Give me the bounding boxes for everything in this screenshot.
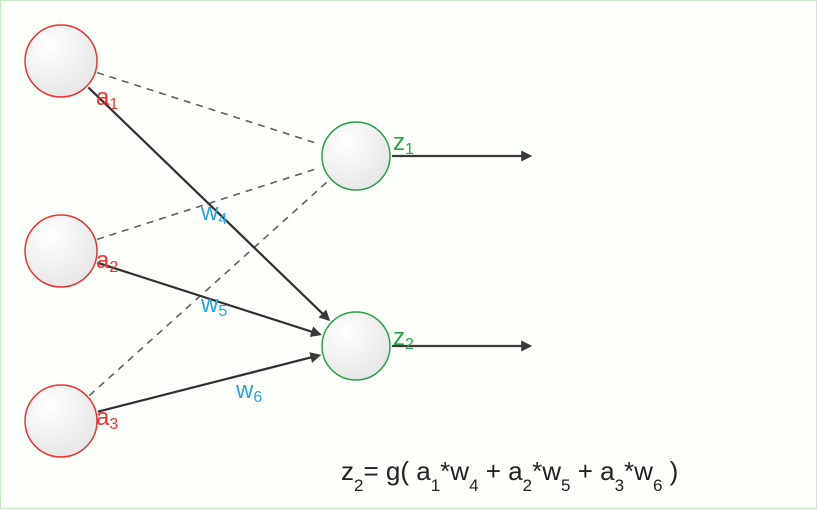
network-svg	[1, 1, 817, 510]
label-a1: a1	[96, 86, 118, 110]
label-w5: w5	[201, 293, 227, 317]
label-z1: z1	[393, 131, 414, 155]
edge-a3-z2	[98, 355, 319, 411]
node-a1	[25, 25, 97, 97]
diagram-frame: a1 a2 a3 w4 w5 w6 z1 z2 z2= g( a1*w4 + a2*w5 + a…	[0, 0, 817, 509]
edge-a1-z1	[97, 73, 320, 145]
formula-z2: z2= g( a1*w4 + a2*w5 + a3*w6 )	[341, 456, 678, 491]
node-z1	[322, 122, 390, 190]
label-z2: z2	[393, 326, 414, 350]
node-a3	[25, 385, 97, 457]
label-w6: w6	[236, 379, 262, 403]
label-a2: a2	[96, 249, 118, 273]
node-a2	[25, 215, 97, 287]
node-z2	[322, 312, 390, 380]
label-a3: a3	[96, 406, 118, 430]
label-w4: w4	[201, 201, 227, 225]
